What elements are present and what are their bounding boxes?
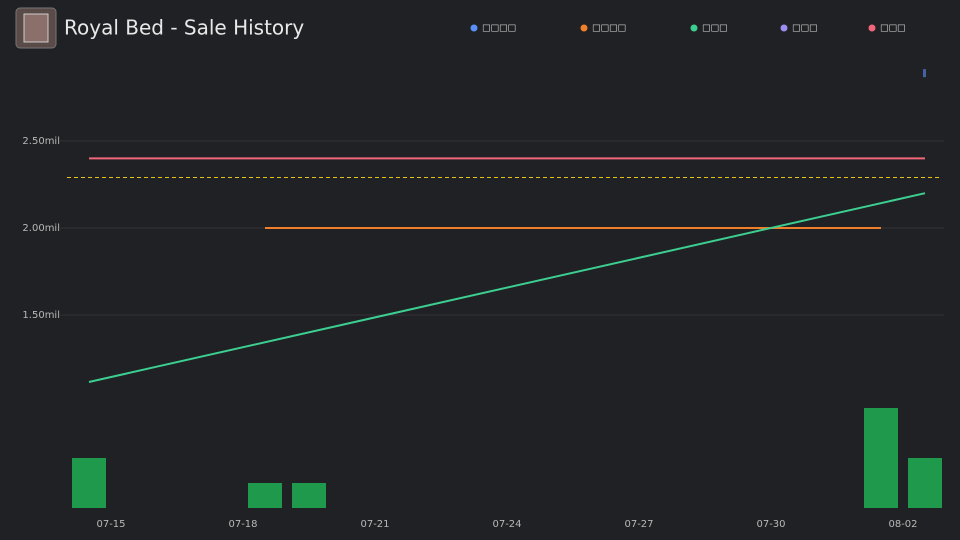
x-tick-label: 07-30: [756, 519, 785, 530]
legend-marker: [690, 24, 698, 32]
volume-bar: [248, 483, 282, 508]
legend-marker: [868, 24, 876, 32]
legend-label: □□□: [702, 24, 728, 34]
series-line: [88, 192, 926, 383]
legend-label: □□□: [792, 24, 818, 34]
legend-marker: [470, 24, 478, 32]
legend-label: □□□□: [482, 24, 516, 34]
chart-title: Royal Bed - Sale History: [64, 16, 304, 40]
legend-marker: [780, 24, 788, 32]
x-tick-label: 08-02: [888, 519, 917, 530]
legend-label: □□□: [880, 24, 906, 34]
volume-bar: [864, 408, 898, 508]
volume-bar: [292, 483, 326, 508]
y-tick-label: 2.50mil: [22, 136, 60, 147]
series-point: [923, 69, 926, 78]
x-tick-label: 07-18: [228, 519, 257, 530]
x-tick-label: 07-15: [96, 519, 125, 530]
y-tick-label: 1.50mil: [22, 310, 60, 321]
x-tick-label: 07-24: [492, 519, 521, 530]
x-tick-label: 07-27: [624, 519, 653, 530]
legend-label: □□□□: [592, 24, 626, 34]
legend-marker: [580, 24, 588, 32]
item-icon-bed: [23, 13, 49, 43]
y-tick-label: 2.00mil: [22, 223, 60, 234]
volume-bar: [908, 458, 942, 508]
volume-bar: [72, 458, 106, 508]
x-tick-label: 07-21: [360, 519, 389, 530]
